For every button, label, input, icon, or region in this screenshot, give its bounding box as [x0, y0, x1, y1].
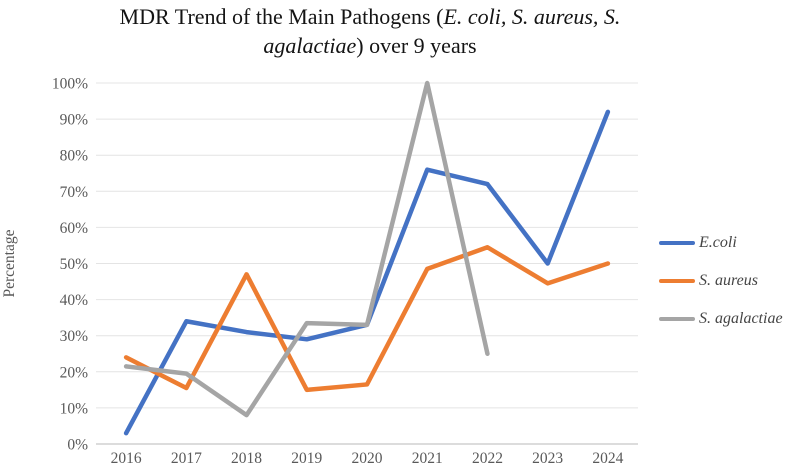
title-text-italic-1: E. coli, S. aureus, S.	[443, 4, 621, 29]
chart-title-line1: MDR Trend of the Main Pathogens (E. coli…	[40, 2, 700, 31]
legend-item-e-coli: E.coli	[659, 224, 783, 262]
series-line-s-agalactiae	[123, 80, 490, 418]
y-tick-label: 10%	[60, 400, 89, 417]
legend-swatch-s-aureus	[659, 278, 695, 284]
x-tick-label: 2017	[171, 450, 202, 467]
legend-swatch-e-coli	[659, 240, 695, 246]
x-tick-label: 2019	[291, 450, 322, 467]
y-tick-label: 40%	[60, 292, 89, 309]
x-tick-label: 2021	[412, 450, 443, 467]
chart-title: MDR Trend of the Main Pathogens (E. coli…	[40, 2, 700, 60]
y-tick-label: 0%	[67, 437, 88, 454]
y-axis-title: Percentage	[1, 229, 18, 297]
x-tick-label: 2020	[352, 450, 383, 467]
y-tick-label: 60%	[60, 220, 89, 237]
series-line-s-aureus	[123, 245, 611, 393]
legend-label-s-aureus: S. aureus	[699, 272, 758, 289]
y-tick-label: 70%	[60, 184, 89, 201]
y-tick-label: 50%	[60, 256, 89, 273]
y-tick-label: 80%	[60, 148, 89, 165]
x-tick-label: 2023	[532, 450, 563, 467]
x-tick-label: 2016	[111, 450, 142, 467]
chart-title-line2: agalactiae) over 9 years	[40, 31, 700, 60]
y-tick-label: 90%	[60, 112, 89, 129]
title-text-italic-2: agalactiae	[263, 33, 357, 58]
x-tick-label: 2022	[472, 450, 503, 467]
x-tick-label: 2024	[592, 450, 623, 467]
chart-legend: E.coli S. aureus S. agalactiae	[659, 224, 783, 338]
x-tick-label: 2018	[231, 450, 262, 467]
y-tick-label: 20%	[60, 364, 89, 381]
title-text-normal-1: MDR Trend of the Main Pathogens (	[119, 4, 444, 29]
y-tick-label: 30%	[60, 328, 89, 345]
legend-item-s-aureus: S. aureus	[659, 262, 783, 300]
legend-label-s-agalactiae: S. agalactiae	[699, 310, 783, 327]
legend-item-s-agalactiae: S. agalactiae	[659, 300, 783, 338]
title-text-normal-2: ) over 9 years	[356, 33, 477, 58]
legend-label-e-coli: E.coli	[699, 234, 737, 251]
y-tick-label: 100%	[52, 76, 88, 93]
legend-swatch-s-agalactiae	[659, 316, 695, 322]
